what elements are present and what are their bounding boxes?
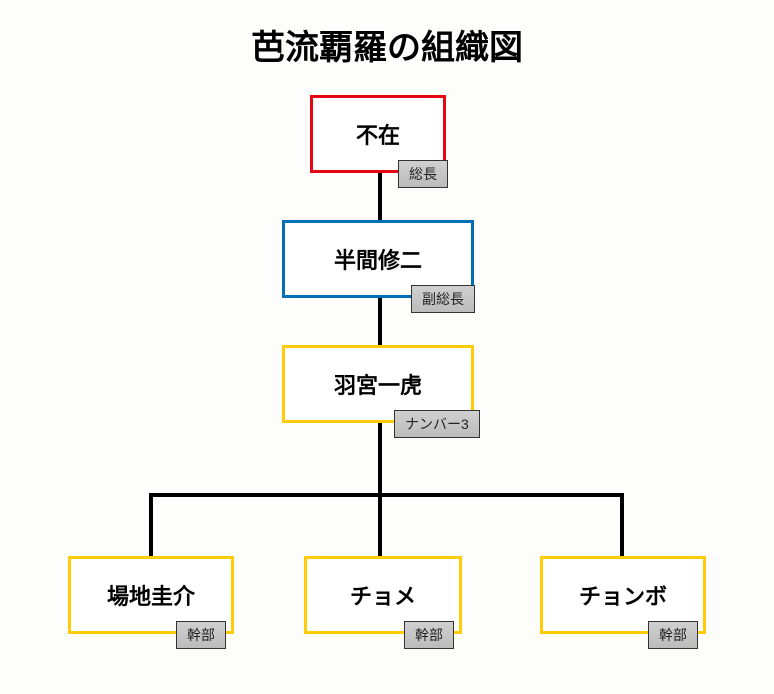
role-exec2: 幹部	[404, 621, 454, 649]
connector-no3-branch	[378, 423, 382, 493]
connector-sub-no3	[378, 298, 382, 345]
role-label: 幹部	[187, 625, 215, 645]
connector-horizontal	[149, 493, 623, 497]
role-label: 幹部	[659, 625, 687, 645]
role-label: 総長	[409, 164, 437, 184]
node-label: 羽宮一虎	[334, 368, 422, 400]
connector-branch-exec1	[149, 493, 153, 556]
role-leader: 総長	[398, 160, 448, 188]
node-label: 場地圭介	[107, 579, 195, 611]
node-label: チョンボ	[579, 579, 667, 611]
connector-leader-sub	[378, 173, 382, 220]
role-label: 幹部	[415, 625, 443, 645]
role-exec1: 幹部	[176, 621, 226, 649]
connector-branch-exec2	[378, 493, 382, 556]
connector-branch-exec3	[620, 493, 624, 556]
role-no3: ナンバー3	[394, 410, 480, 438]
org-chart-canvas: 不在 総長 半間修二 副総長 羽宮一虎 ナンバー3 場地圭介 幹部 チョメ 幹部…	[0, 0, 774, 694]
node-label: 不在	[356, 118, 400, 150]
role-label: ナンバー3	[405, 414, 469, 434]
role-label: 副総長	[422, 289, 464, 309]
node-label: 半間修二	[334, 243, 422, 275]
role-exec3: 幹部	[648, 621, 698, 649]
node-label: チョメ	[350, 579, 416, 611]
role-sub: 副総長	[411, 285, 475, 313]
